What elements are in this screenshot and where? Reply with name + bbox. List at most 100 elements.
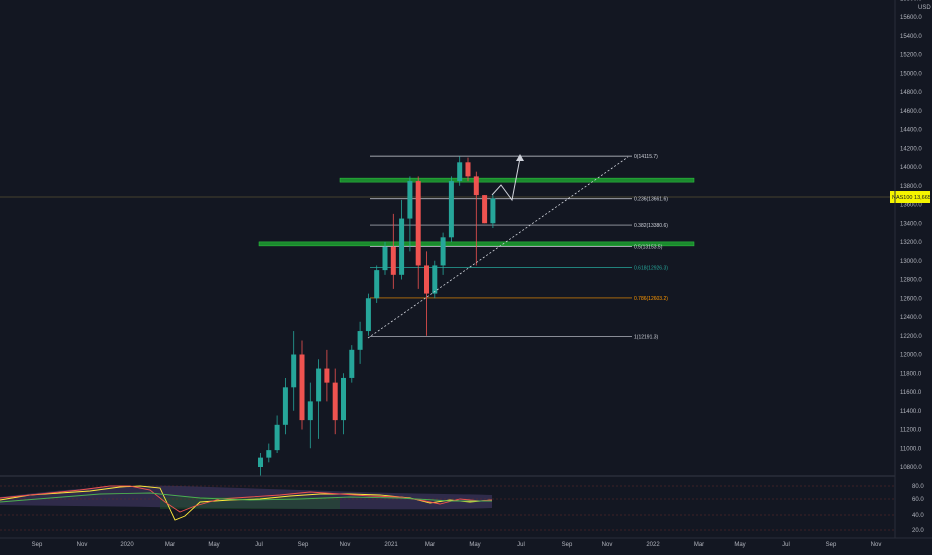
candle-body[interactable] [357,331,363,350]
fib-level-label: 0.236(13661.6) [634,197,668,203]
price-tick-label: 10800.0 [900,465,922,471]
time-tick-label: 2020 [120,542,134,548]
time-tick-label: Jul [782,542,790,548]
price-tick-label: 13600.0 [900,203,922,209]
time-tick-label: May [469,542,480,548]
price-tick-label: 12800.0 [900,278,922,284]
fib-level-label: 0.382(13380.6) [634,223,668,229]
candle-body[interactable] [399,218,405,275]
candle-body[interactable] [473,176,479,196]
price-tick-label: 14000.0 [900,165,922,171]
price-tick-label: 15800.0 [900,0,922,2]
time-tick-label: Sep [826,542,837,548]
candle-body[interactable] [282,387,288,425]
candle-body[interactable] [448,181,454,238]
time-tick-label: Nov [77,542,88,548]
time-tick-label: May [734,542,745,548]
oscillator-level-label: 20.0 [912,528,924,534]
zone-upper-resistance[interactable] [339,177,695,183]
current-price-text: NAS100 13,665 [892,195,931,201]
fib-level-label: 0.786(12603.2) [634,296,668,302]
oscillator-level-label: 40.0 [912,513,924,519]
time-tick-label: May [208,542,219,548]
time-tick-label: 2021 [384,542,398,548]
candle-body[interactable] [424,265,429,294]
price-tick-label: 14600.0 [900,109,922,115]
candle-body[interactable] [349,349,355,378]
oscillator-line-slow [0,492,492,503]
projection-path[interactable] [491,157,521,202]
candle-body[interactable] [266,450,272,458]
price-tick-label: 13200.0 [900,240,922,246]
candle-body[interactable] [490,198,496,224]
oscillator-line-signal [0,485,493,521]
time-tick-label: Mar [425,542,435,548]
price-tick-label: 14800.0 [900,90,922,96]
candle-body[interactable] [440,237,446,266]
candle-body[interactable] [390,246,396,275]
candle-body[interactable] [307,401,313,421]
currency-label: USD [918,5,931,11]
price-tick-label: 11200.0 [900,428,922,434]
price-tick-label: 14400.0 [900,128,922,134]
candle-body[interactable] [332,382,338,421]
candle-body[interactable] [291,354,297,388]
price-tick-label: 11600.0 [900,390,922,396]
candle-body[interactable] [365,298,371,332]
time-tick-label: 2022 [646,542,660,548]
candle-body[interactable] [299,354,305,421]
candle-body[interactable] [407,181,413,219]
price-tick-label: 14200.0 [900,146,922,152]
candlestick-series[interactable] [258,156,496,477]
price-tick-label: 12600.0 [900,296,922,302]
price-tick-label: 15600.0 [900,15,922,21]
candle-body[interactable] [274,424,280,451]
candle-body[interactable] [482,195,488,224]
price-tick-label: 15400.0 [900,34,922,40]
time-tick-label: Nov [340,542,351,548]
price-tick-label: 13800.0 [900,184,922,190]
oscillator-level-label: 60.0 [912,497,924,503]
price-tick-label: 15000.0 [900,71,922,77]
fib-level-label: 0.618(12926.3) [634,266,668,272]
time-axis[interactable]: Sep Nov 2020 Mar May Jul Sep Nov 2021 Mar May Jul Se… [32,542,882,548]
price-tick-label: 12400.0 [900,315,922,321]
time-tick-label: Nov [871,542,882,548]
price-axis[interactable]: 15800.0 15600.0 15400.0 15200.0 15000.0 14800… [900,0,922,471]
time-tick-label: Sep [32,542,43,548]
price-tick-label: 12000.0 [900,353,922,359]
price-tick-label: 15200.0 [900,53,922,59]
time-tick-label: Mar [694,542,704,548]
time-tick-label: Sep [298,542,309,548]
time-tick-label: Nov [602,542,613,548]
price-tick-label: 13000.0 [900,259,922,265]
candle-body[interactable] [316,368,322,402]
current-price-badge: NAS100 13,665 [890,191,931,203]
candle-body[interactable] [465,162,471,177]
price-tick-label: 11000.0 [900,446,922,452]
candle-body[interactable] [457,162,463,182]
candle-body[interactable] [382,246,388,271]
candle-body[interactable] [258,457,263,467]
trend-line[interactable] [367,156,629,339]
fibonacci-retracement[interactable]: 0(14115.7) 0.236(13661.6) 0.382(13380.6) 0.… [370,154,668,341]
fib-level-label: 0(14115.7) [634,154,658,160]
projection-arrow-icon [516,154,524,161]
price-tick-label: 11800.0 [900,371,922,377]
oscillator-fill [160,497,340,509]
price-tick-label: 11400.0 [900,409,922,415]
candle-body[interactable] [341,377,346,421]
candle-body[interactable] [324,368,330,383]
candle-body[interactable] [415,181,421,266]
fib-level-label: 1(12191.3) [634,335,659,341]
price-tick-label: 13400.0 [900,221,922,227]
oscillator-line-fast [0,485,493,513]
fib-level-label: 0.5(13153.5) [634,244,663,250]
time-tick-label: Jul [255,542,263,548]
price-tick-label: 12200.0 [900,334,922,340]
candle-body[interactable] [374,270,380,299]
candle-body[interactable] [432,265,438,294]
oscillator-pane[interactable]: 80.0 60.0 40.0 20.0 [0,484,924,534]
